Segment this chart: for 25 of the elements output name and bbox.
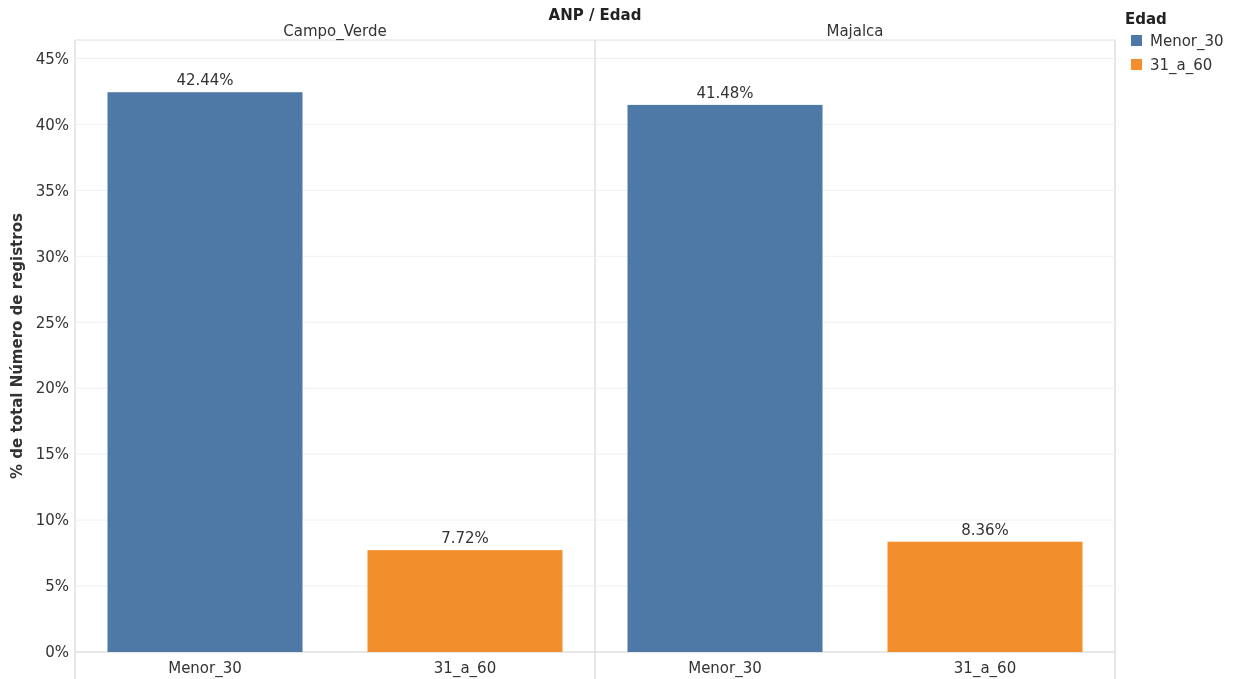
x-tick-label: Menor_30 [168, 659, 242, 678]
y-tick-label: 10% [35, 511, 69, 530]
data-label: 41.48% [696, 83, 754, 102]
legend-label: 31_a_60 [1150, 56, 1213, 76]
text: ANP / Edad [548, 6, 642, 24]
y-tick-label: 5% [45, 577, 69, 596]
y-tick-label: 20% [35, 379, 69, 398]
legend-label: Menor_30 [1150, 32, 1224, 52]
data-label: 42.44% [176, 71, 234, 90]
y-tick-label: 0% [45, 643, 69, 662]
y-tick-label: 15% [35, 445, 69, 464]
y-tick-label: 30% [35, 247, 69, 266]
data-label: 8.36% [961, 520, 1009, 539]
y-tick-label: 40% [35, 115, 69, 134]
x-tick-label: 31_a_60 [953, 659, 1017, 678]
x-tick-label: Menor_30 [688, 659, 762, 678]
y-tick-label: 25% [35, 313, 69, 332]
chart-title: Majalca [826, 22, 884, 40]
y-tick-label: 45% [35, 49, 69, 68]
y-tick-label: 35% [35, 181, 69, 200]
data-label: 7.72% [441, 529, 489, 548]
legend-title: Edad [1125, 10, 1167, 28]
chart-title: Campo_Verde [283, 22, 387, 41]
y-axis-title: % de total Número de registros [8, 213, 26, 479]
x-tick-label: 31_a_60 [433, 659, 497, 678]
